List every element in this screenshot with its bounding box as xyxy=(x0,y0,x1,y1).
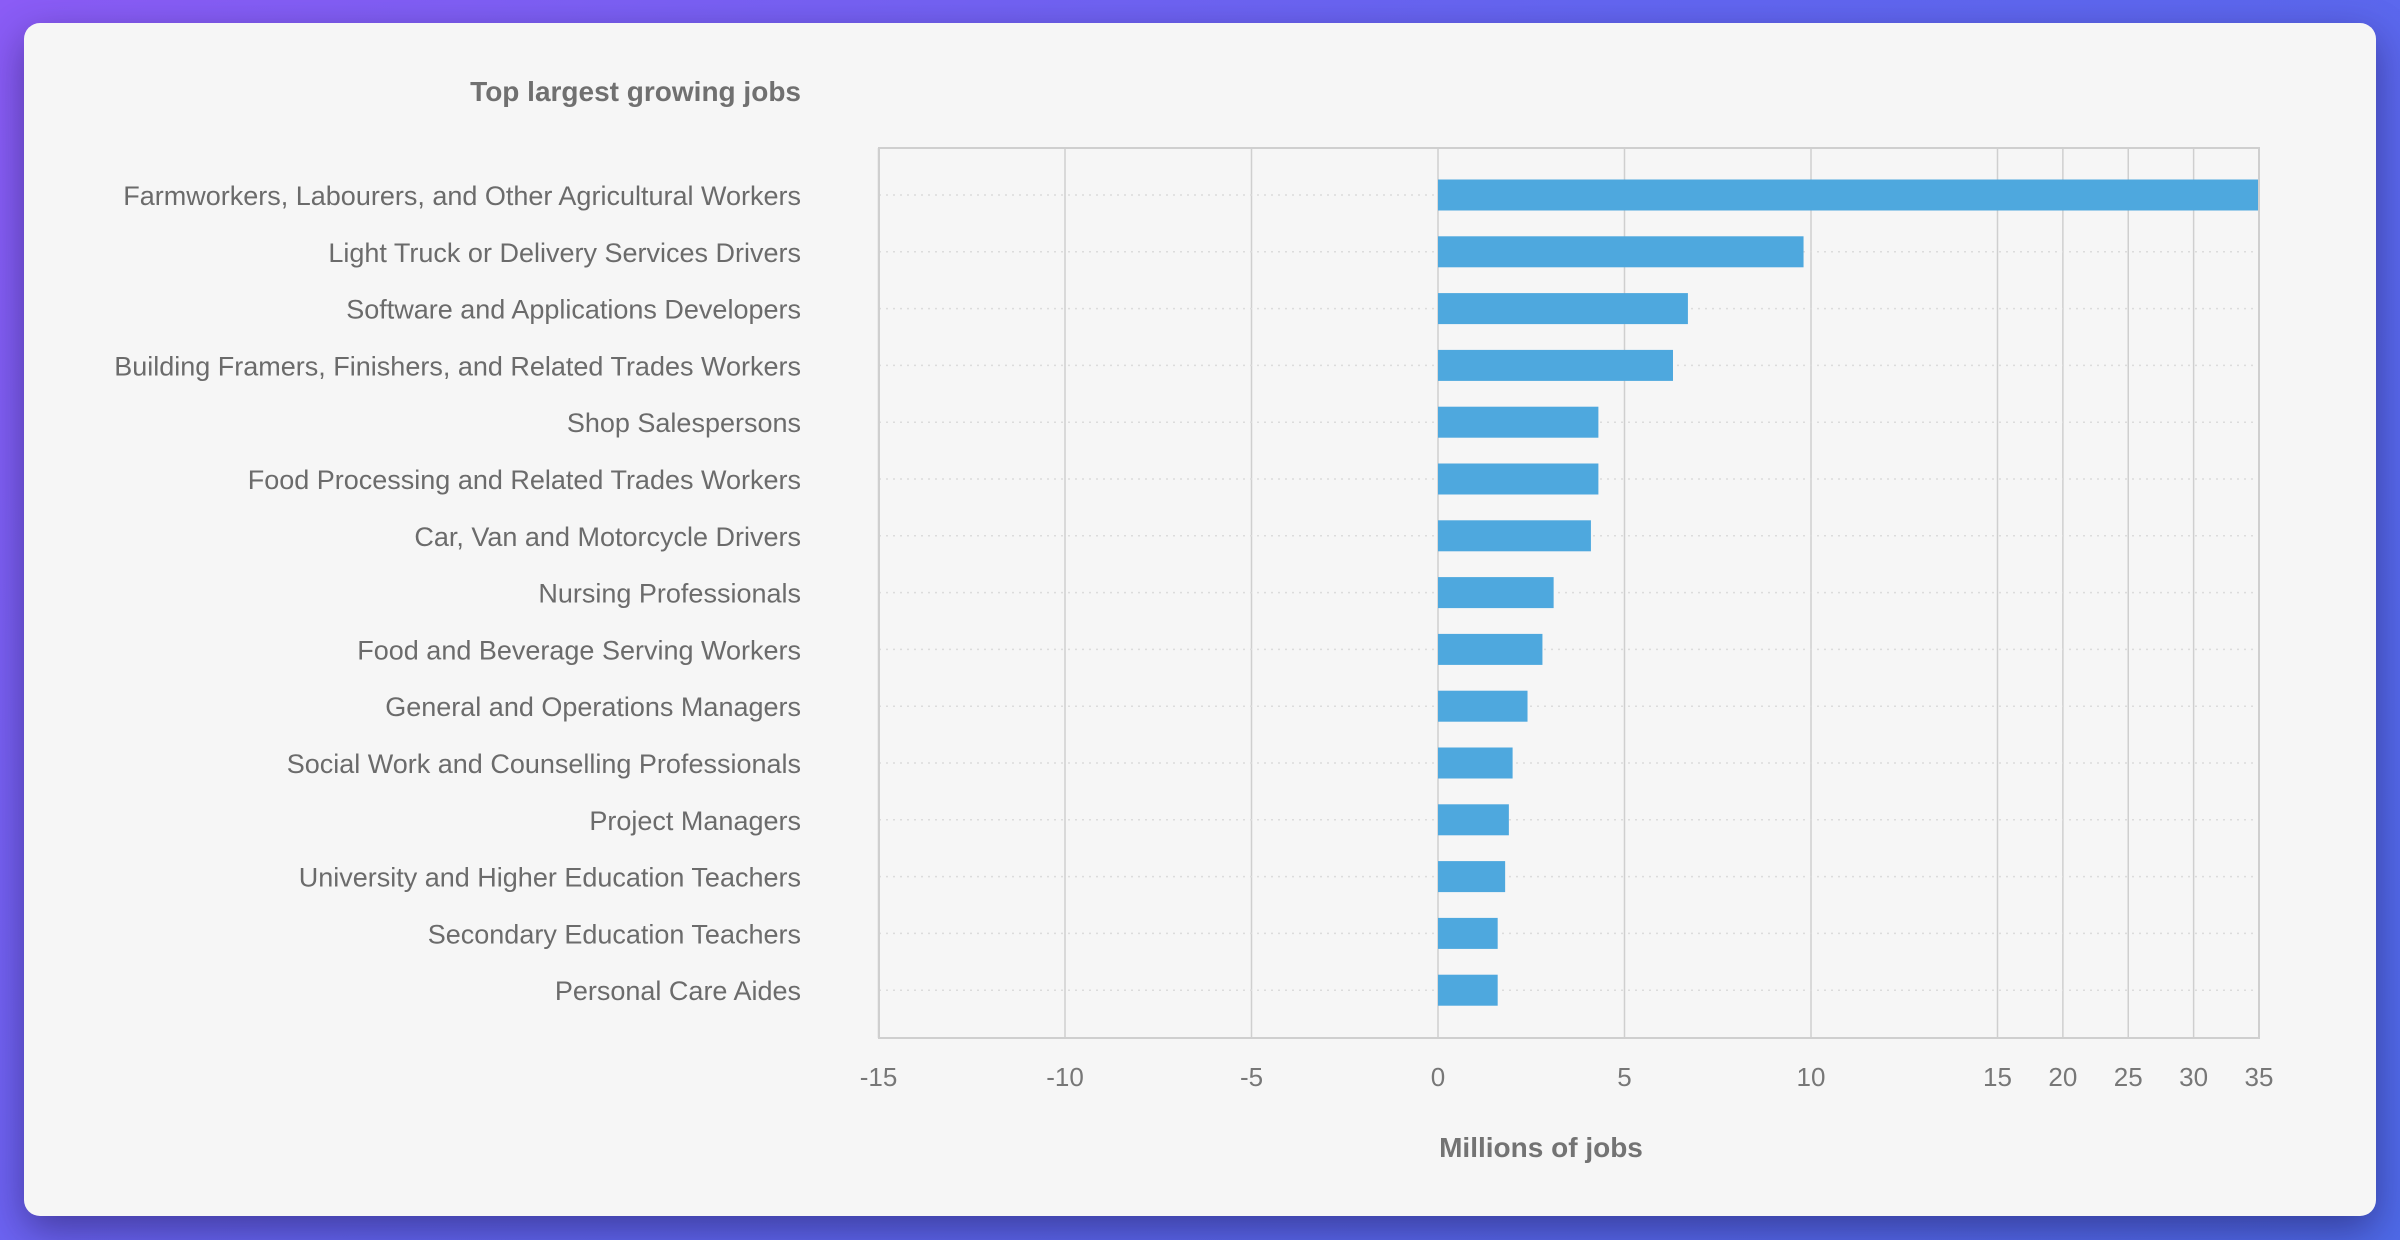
category-label: Personal Care Aides xyxy=(555,976,801,1006)
bar xyxy=(1438,747,1513,779)
x-tick-label: 5 xyxy=(1617,1062,1631,1092)
category-label: Farmworkers, Labourers, and Other Agricu… xyxy=(123,181,801,211)
chart-title: Top largest growing jobs xyxy=(470,76,801,107)
bar xyxy=(1438,520,1591,552)
bar xyxy=(1438,406,1599,438)
category-label: Software and Applications Developers xyxy=(346,295,801,325)
category-label: Food Processing and Related Trades Worke… xyxy=(248,465,801,495)
x-tick-label: -15 xyxy=(860,1062,898,1092)
category-label: Social Work and Counselling Professional… xyxy=(287,749,801,779)
category-label: Light Truck or Delivery Services Drivers xyxy=(328,238,801,268)
x-tick-label: 0 xyxy=(1431,1062,1445,1092)
category-labels: Farmworkers, Labourers, and Other Agricu… xyxy=(114,181,801,1006)
bar xyxy=(1438,293,1688,325)
bar xyxy=(1438,577,1554,609)
x-tick-label: 25 xyxy=(2114,1062,2143,1092)
bar xyxy=(1438,974,1498,1006)
x-tick-label: 20 xyxy=(2048,1062,2077,1092)
category-label: General and Operations Managers xyxy=(385,692,801,722)
category-label: University and Higher Education Teachers xyxy=(299,863,801,893)
category-label: Car, Van and Motorcycle Drivers xyxy=(414,522,801,552)
chart-card: Top largest growing jobs Farmworkers, La… xyxy=(24,23,2376,1216)
bars xyxy=(1438,179,2259,1006)
x-axis-title: Millions of jobs xyxy=(1439,1132,1643,1163)
bar xyxy=(1438,633,1543,665)
x-tick-label: 10 xyxy=(1797,1062,1826,1092)
category-label: Project Managers xyxy=(589,806,801,836)
x-tick-label: 30 xyxy=(2179,1062,2208,1092)
grid xyxy=(877,148,2260,1038)
bar xyxy=(1438,236,1804,268)
x-tick-label: -5 xyxy=(1240,1062,1263,1092)
bar-chart: Top largest growing jobs Farmworkers, La… xyxy=(114,76,2274,1163)
x-tick-label: -10 xyxy=(1046,1062,1084,1092)
bar xyxy=(1438,463,1599,495)
category-label: Secondary Education Teachers xyxy=(428,919,801,949)
category-label: Nursing Professionals xyxy=(538,579,801,609)
x-tick-label: 35 xyxy=(2245,1062,2274,1092)
bar xyxy=(1438,917,1498,949)
category-label: Building Framers, Finishers, and Related… xyxy=(114,351,801,381)
category-label: Shop Salespersons xyxy=(567,408,801,438)
bar xyxy=(1438,861,1506,893)
bar xyxy=(1438,349,1673,381)
bar xyxy=(1438,690,1528,722)
x-tick-label: 15 xyxy=(1983,1062,2012,1092)
bar xyxy=(1438,179,2259,211)
bar xyxy=(1438,804,1509,836)
category-label: Food and Beverage Serving Workers xyxy=(357,635,801,665)
x-axis-ticks: -15 -10 -5 0 5 10 15 20 25 30 35 xyxy=(860,1062,2274,1092)
plot-frame xyxy=(878,147,2260,1039)
